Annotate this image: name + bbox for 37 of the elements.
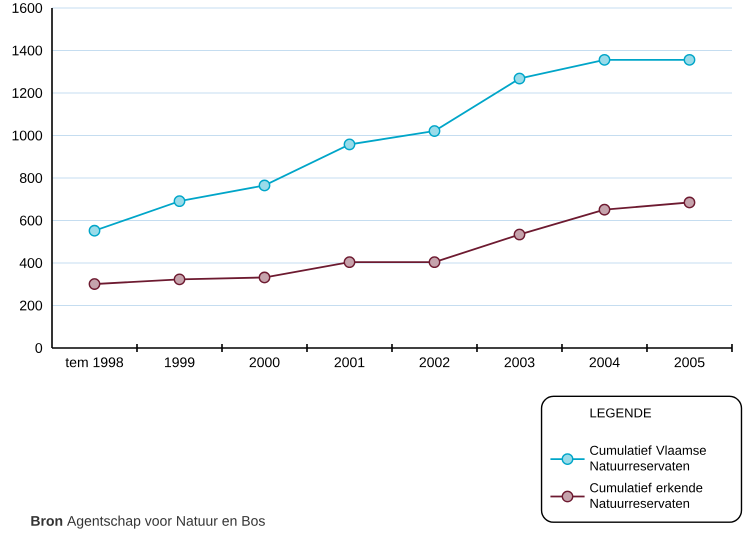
text: Bron Agentschap voor Natuur en Bos — [31, 516, 265, 529]
point — [514, 228, 526, 240]
x-tick-label: 1999 — [164, 357, 194, 368]
point — [428, 256, 440, 268]
x-tick-label: tem 1998 — [66, 357, 124, 368]
point — [258, 272, 270, 284]
point — [174, 195, 186, 208]
point — [598, 204, 610, 216]
point — [684, 196, 696, 208]
point — [344, 256, 356, 268]
legend-label: Cumulatief Vlaamse Natuurreservaten — [590, 445, 706, 471]
point — [174, 273, 186, 286]
y-tick-label: 800 — [20, 173, 42, 183]
point — [598, 54, 610, 66]
y-tick-label: 1400 — [12, 46, 42, 56]
y-tick-label: 1000 — [12, 130, 42, 140]
point — [88, 278, 100, 290]
legend-label: Cumulatief erkende Natuurreservaten — [590, 482, 702, 508]
point — [88, 224, 100, 237]
y-tick-label: 600 — [20, 216, 42, 226]
x-tick-label: 2004 — [590, 357, 620, 368]
legend-title: LEGENDE — [590, 408, 652, 418]
y-tick-label: 0 — [35, 343, 42, 353]
x-tick-label: 2005 — [674, 357, 704, 368]
point — [258, 180, 270, 192]
point — [428, 125, 440, 137]
y-tick-label: 200 — [20, 300, 42, 310]
x-tick-label: 2003 — [504, 357, 534, 368]
point — [514, 72, 526, 84]
point — [344, 138, 356, 150]
x-tick-label: 2001 — [334, 357, 364, 368]
point — [684, 54, 696, 66]
y-tick-label: 400 — [20, 258, 42, 268]
y-tick-label: 1600 — [12, 3, 42, 13]
x-tick-label: 2002 — [420, 357, 450, 368]
x-tick-label: 2000 — [250, 357, 280, 368]
y-tick-label: 1200 — [12, 88, 42, 98]
